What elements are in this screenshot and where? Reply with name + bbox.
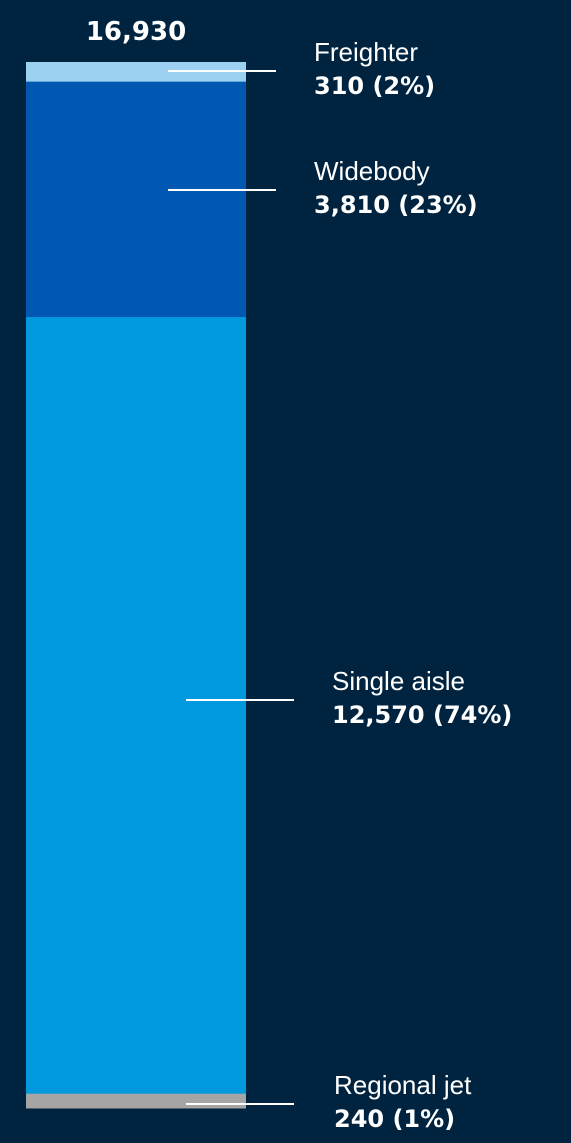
segment-name-freighter: Freighter: [314, 37, 418, 67]
segment-value-widebody: 3,810 (23%): [314, 191, 478, 219]
segment-value-freighter: 310 (2%): [314, 72, 435, 100]
bar-stack: [26, 62, 246, 1109]
bar-segment-widebody: [26, 81, 246, 318]
segment-name-widebody: Widebody: [314, 156, 430, 186]
segment-name-regional-jet: Regional jet: [334, 1070, 472, 1100]
segment-labels: Regional jet 240 (1%) Single aisle 12,570 (…: [314, 37, 512, 1133]
leader-lines: [168, 70, 294, 1105]
bar-segment-regional-jet: [26, 1093, 246, 1109]
segment-name-single-aisle: Single aisle: [332, 666, 465, 696]
bar-segment-single-aisle: [26, 316, 246, 1094]
segment-value-single-aisle: 12,570 (74%): [332, 701, 512, 729]
bar-segment-freighter: [26, 62, 246, 82]
total-label: 16,930: [86, 17, 186, 47]
segment-value-regional-jet: 240 (1%): [334, 1105, 455, 1133]
